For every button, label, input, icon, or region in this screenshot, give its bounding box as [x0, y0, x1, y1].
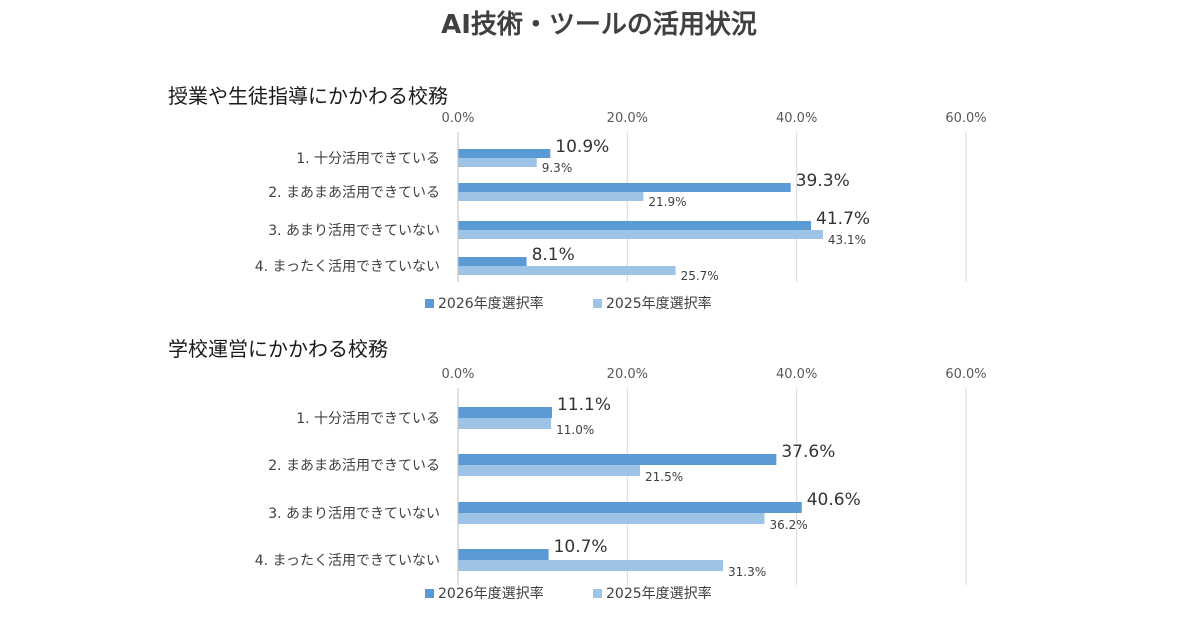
category-label: 2. まあまあ活用できている [268, 458, 440, 474]
data-label-2025: 9.3% [542, 161, 573, 175]
legend-label-2025: 2025年度選択率 [606, 585, 712, 602]
x-tick-label: 0.0% [441, 111, 474, 126]
data-label-2026: 8.1% [532, 245, 575, 265]
x-tick-label: 40.0% [776, 367, 817, 382]
x-tick-label: 60.0% [945, 367, 986, 382]
chart1-svg: 0.0% 20.0% 40.0% 60.0% 1. 十分活用できている 10.9% 9.3%… [255, 111, 987, 312]
data-label-2026: 41.7% [816, 209, 870, 229]
bar-2025 [458, 560, 724, 571]
bar-2026 [458, 454, 777, 465]
bar-2026 [458, 407, 552, 418]
data-label-2025: 21.5% [645, 470, 683, 484]
bar-2026 [458, 502, 802, 513]
legend-swatch-2026 [425, 299, 434, 308]
data-label-2025: 31.3% [728, 565, 766, 579]
category-label: 1. 十分活用できている [296, 151, 440, 167]
category-label: 4. まったく活用できていない [255, 259, 440, 275]
bar-2025 [458, 266, 676, 275]
bar-2025 [458, 418, 552, 429]
main-title: AI技術・ツールの活用状況 [441, 10, 757, 40]
legend-label-2025: 2025年度選択率 [606, 295, 712, 312]
legend-swatch-2026 [425, 589, 434, 598]
bar-2025 [458, 465, 641, 476]
data-label-2026: 10.7% [554, 537, 608, 557]
data-label-2025: 21.9% [648, 195, 686, 209]
chart2-svg: 0.0% 20.0% 40.0% 60.0% 1. 十分活用できている 11.1% 11.0… [255, 367, 987, 602]
bar-2025 [458, 158, 537, 167]
x-tick-label: 40.0% [776, 111, 817, 126]
data-label-2026: 11.1% [557, 395, 611, 415]
chart1-title: 授業や生徒指導にかかわる校務 [168, 84, 448, 108]
x-tick-label: 0.0% [441, 367, 474, 382]
x-tick-label: 20.0% [607, 367, 648, 382]
x-tick-label: 20.0% [607, 111, 648, 126]
category-label: 3. あまり活用できていない [268, 223, 440, 239]
x-tick-label: 60.0% [945, 111, 986, 126]
bar-2025 [458, 192, 644, 201]
bar-2026 [458, 221, 812, 230]
bar-2026 [458, 149, 551, 158]
data-label-2025: 25.7% [681, 269, 719, 283]
category-label: 4. まったく活用できていない [255, 553, 440, 569]
category-label: 1. 十分活用できている [296, 411, 440, 427]
data-label-2026: 10.9% [555, 137, 609, 157]
bar-2025 [458, 513, 765, 524]
data-label-2025: 11.0% [556, 423, 594, 437]
chart2-title: 学校運営にかかわる校務 [168, 337, 388, 361]
data-label-2026: 40.6% [807, 490, 861, 510]
bar-2026 [458, 549, 549, 560]
category-label: 3. あまり活用できていない [268, 506, 440, 522]
legend-swatch-2025 [593, 299, 602, 308]
data-label-2025: 43.1% [828, 233, 866, 247]
bar-2026 [458, 257, 527, 266]
data-label-2025: 36.2% [769, 518, 807, 532]
legend-label-2026: 2026年度選択率 [438, 585, 544, 602]
bar-2025 [458, 230, 823, 239]
legend-swatch-2025 [593, 589, 602, 598]
category-label: 2. まあまあ活用できている [268, 185, 440, 201]
bar-2026 [458, 183, 791, 192]
data-label-2026: 39.3% [796, 171, 850, 191]
data-label-2026: 37.6% [781, 442, 835, 462]
legend-label-2026: 2026年度選択率 [438, 295, 544, 312]
